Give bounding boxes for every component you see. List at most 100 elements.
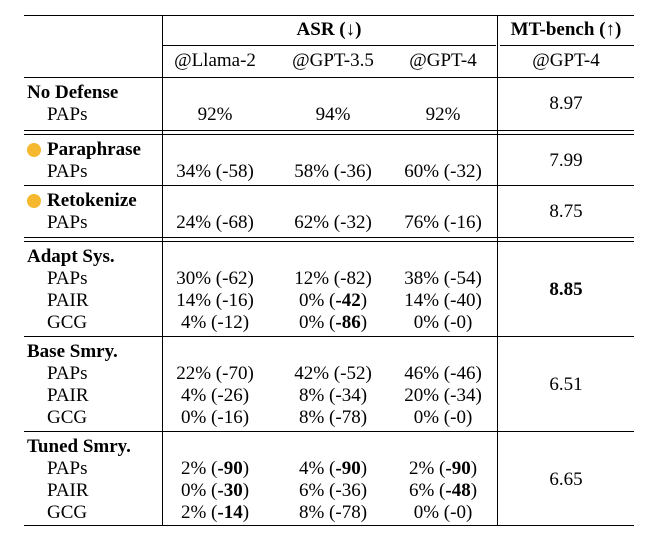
- table-cell: 14% (-16): [176, 290, 254, 312]
- cell-value: 0% (-16): [180, 407, 250, 428]
- cell-value: 46% (-46): [404, 363, 482, 384]
- table-cell: 24% (-68): [176, 212, 254, 234]
- cell-suffix: ): [470, 480, 478, 501]
- col-header-mt-gpt4: @GPT-4: [532, 50, 600, 71]
- mtbench-header: MT-bench (↑): [510, 19, 622, 40]
- col-header-gpt4: @GPT-4: [409, 50, 477, 71]
- mt-bench-score: 6.51: [549, 374, 583, 395]
- row-label: PAPs: [47, 104, 88, 125]
- group-name: Adapt Sys.: [27, 246, 115, 267]
- cell-value: 2% (: [408, 458, 446, 479]
- table-cell: 30% (-62): [176, 268, 254, 290]
- table-cell: 0% (-0): [414, 502, 473, 524]
- row-label: PAPs: [47, 212, 88, 233]
- table-cell: 22% (-70): [176, 363, 254, 385]
- circle-marker-icon: [27, 143, 41, 157]
- cell-suffix: ): [360, 290, 368, 311]
- cell-value: 60% (-32): [404, 161, 482, 182]
- table-cell: 0% (-0): [414, 312, 473, 334]
- group-rule-2: [24, 336, 634, 337]
- cell-value: 76% (-16): [404, 212, 482, 233]
- table-cell: 2% (-14): [181, 502, 249, 524]
- row-label: PAPs: [47, 458, 88, 479]
- table-cell: 60% (-32): [404, 161, 482, 183]
- table-cell: 34% (-58): [176, 161, 254, 183]
- table-cell: 42% (-52): [294, 363, 372, 385]
- cell-value: 12% (-82): [294, 268, 372, 289]
- table-cell: 92%: [198, 104, 233, 126]
- cell-bold-delta: -48: [445, 480, 471, 501]
- double-rule-a2: [24, 134, 634, 135]
- cell-value: 4% (-26): [180, 385, 250, 406]
- cell-value: 2% (: [180, 458, 218, 479]
- table-cell: 12% (-82): [294, 268, 372, 290]
- table-cell: 0% (-30): [181, 480, 249, 502]
- table-cell: 6% (-36): [299, 480, 367, 502]
- cell-value: 4% (: [298, 458, 336, 479]
- cell-value: 38% (-54): [404, 268, 482, 289]
- double-rule-a1: [24, 130, 634, 131]
- row-label: PAPs: [47, 161, 88, 182]
- group-name: Retokenize: [47, 190, 137, 211]
- table-cell: 0% (-86): [299, 312, 367, 334]
- table-cell: 4% (-12): [181, 312, 249, 334]
- table-cell: 46% (-46): [404, 363, 482, 385]
- col-divider-right: [497, 15, 498, 526]
- table-cell: 38% (-54): [404, 268, 482, 290]
- cell-value: 2% (: [180, 502, 218, 523]
- cell-value: 6% (: [408, 480, 446, 501]
- mt-bench-score: 6.65: [549, 469, 583, 490]
- table-cell: 4% (-90): [299, 458, 367, 480]
- row-label: GCG: [47, 502, 88, 523]
- cell-value: 8% (-78): [298, 502, 368, 523]
- col-header-gpt35: @GPT-3.5: [292, 50, 374, 71]
- table-cell: 2% (-90): [181, 458, 249, 480]
- table-cell: 76% (-16): [404, 212, 482, 234]
- table-cell: 8% (-78): [299, 407, 367, 429]
- group-name: Paraphrase: [47, 139, 141, 160]
- row-label: PAIR: [47, 290, 89, 311]
- circle-marker-icon: [27, 194, 41, 208]
- double-rule-b2: [24, 241, 634, 242]
- cell-value: 4% (-12): [180, 312, 250, 333]
- mt-bench-score: 8.85: [549, 279, 583, 300]
- table-cell: 94%: [316, 104, 351, 126]
- group-name: Tuned Smry.: [27, 436, 131, 457]
- table-cell: 0% (-0): [414, 407, 473, 429]
- cell-suffix: ): [360, 312, 368, 333]
- table-cell: 0% (-16): [181, 407, 249, 429]
- table-cell: 8% (-34): [299, 385, 367, 407]
- table-cell: 0% (-42): [299, 290, 367, 312]
- mt-underline: [500, 45, 634, 46]
- table-cell: 6% (-48): [409, 480, 477, 502]
- top-rule: [24, 15, 634, 16]
- asr-header: ASR (↓): [296, 19, 362, 40]
- cell-bold-delta: -90: [445, 458, 471, 479]
- cell-suffix: ): [360, 458, 368, 479]
- table-cell: 4% (-26): [181, 385, 249, 407]
- cell-suffix: ): [242, 458, 250, 479]
- row-label: GCG: [47, 312, 88, 333]
- table-cell: 14% (-40): [404, 290, 482, 312]
- cell-value: 24% (-68): [176, 212, 254, 233]
- row-label: PAIR: [47, 480, 89, 501]
- cell-value: 22% (-70): [176, 363, 254, 384]
- header-rule: [24, 77, 634, 78]
- table-cell: 20% (-34): [404, 385, 482, 407]
- cell-value: 6% (-36): [298, 480, 368, 501]
- cell-bold-delta: -90: [217, 458, 243, 479]
- cell-value: 42% (-52): [294, 363, 372, 384]
- cell-value: 14% (-40): [404, 290, 482, 311]
- cell-value: 0% (: [180, 480, 218, 501]
- group-name: Base Smry.: [27, 341, 118, 362]
- cell-value: 0% (-0): [413, 407, 473, 428]
- table-cell: 92%: [426, 104, 461, 126]
- group-rule-3: [24, 431, 634, 432]
- cell-value: 58% (-36): [294, 161, 372, 182]
- cell-value: 8% (-78): [298, 407, 368, 428]
- group-rule-1: [24, 185, 634, 186]
- mt-bench-score: 7.99: [549, 150, 583, 171]
- group-name: No Defense: [27, 82, 119, 103]
- cell-value: 14% (-16): [176, 290, 254, 311]
- mt-bench-score: 8.75: [549, 201, 583, 222]
